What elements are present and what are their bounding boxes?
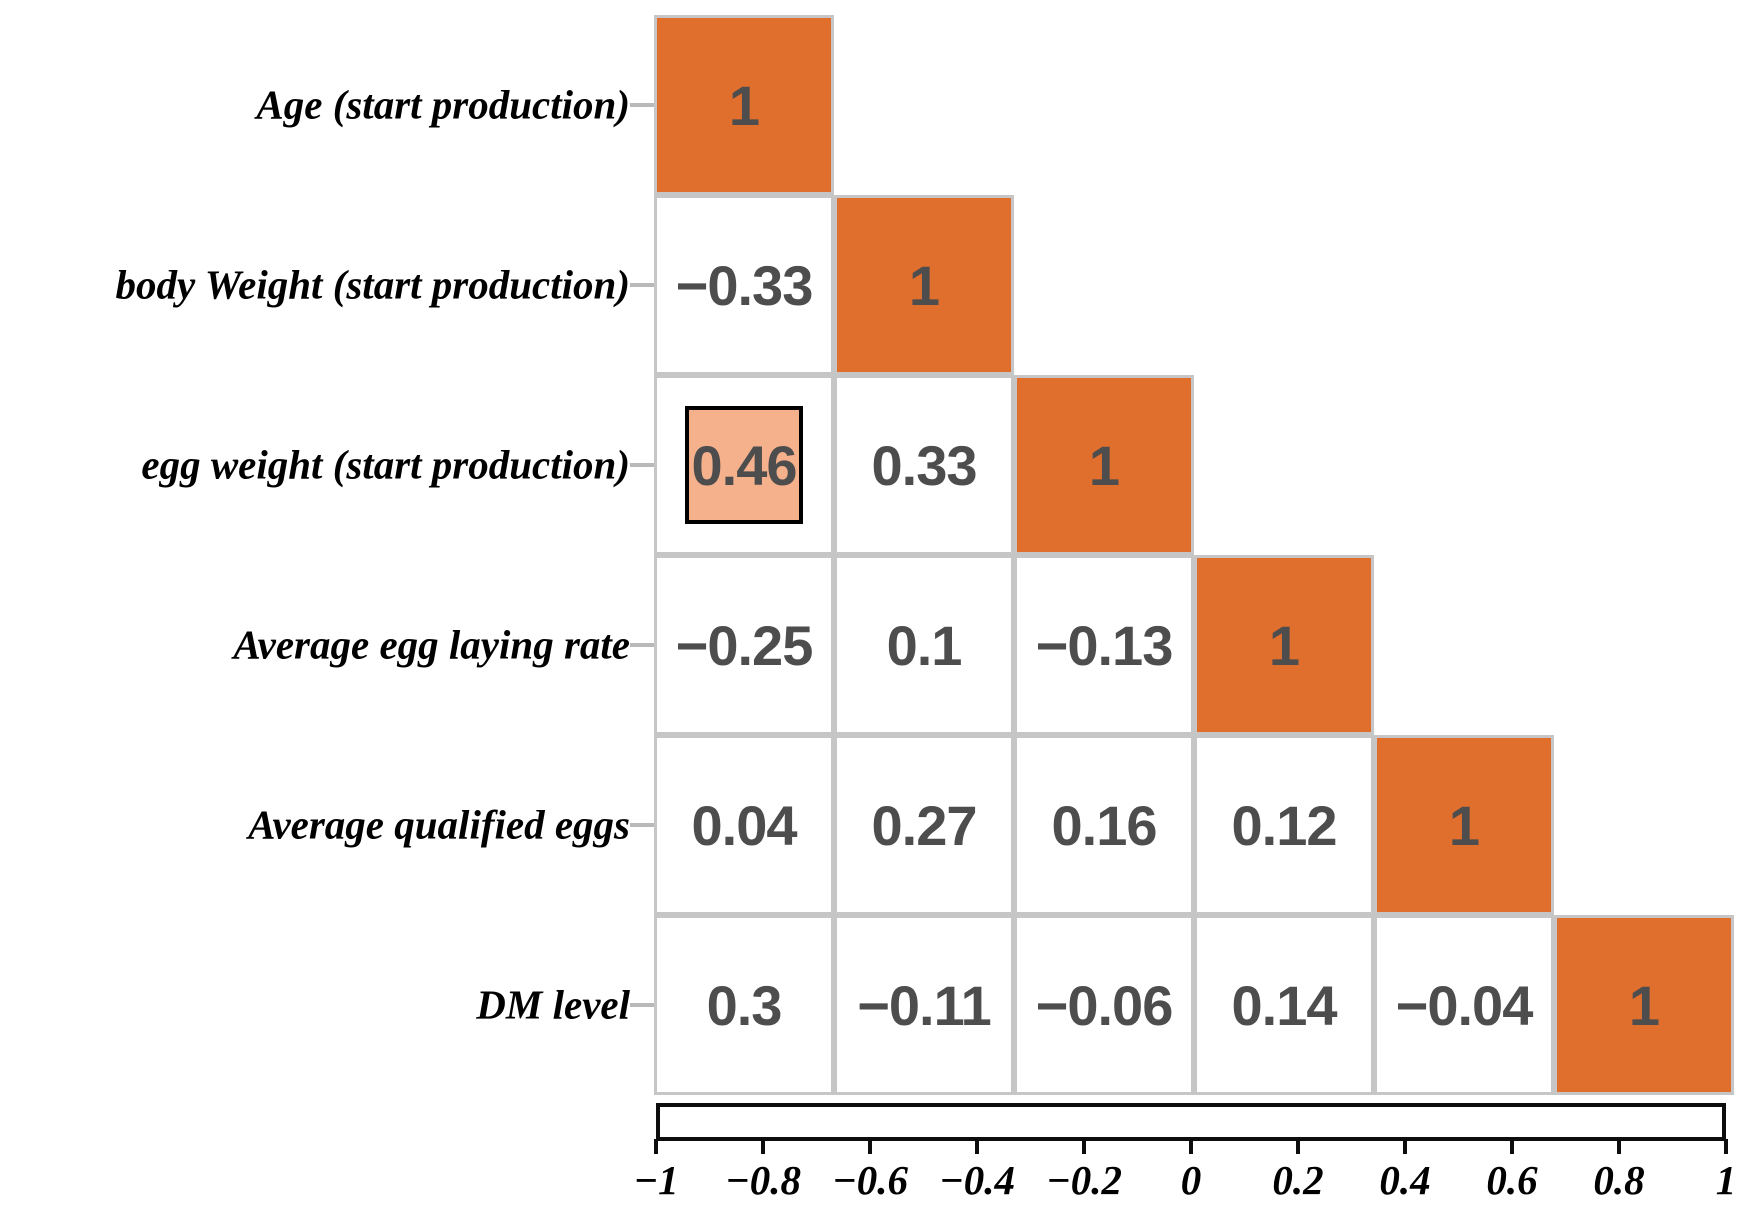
cell-value: −0.11	[857, 973, 992, 1037]
matrix-cell: 0.16	[1014, 735, 1194, 915]
cell-value: −0.33	[675, 253, 814, 317]
cell-value: 0.12	[1231, 793, 1338, 857]
cell-value: 0.16	[1051, 793, 1158, 857]
cell-value: −0.13	[1035, 613, 1174, 677]
cell-value: 1	[908, 253, 940, 317]
colorbar-tick	[1510, 1139, 1514, 1154]
cell-value: 1	[1268, 613, 1300, 677]
cell-value: 1	[1628, 973, 1660, 1037]
row-axis-tick	[630, 643, 654, 647]
cell-value: 0.04	[691, 793, 798, 857]
cell-value: 1	[1088, 433, 1120, 497]
matrix-cell: 0.04	[654, 735, 834, 915]
matrix-cell: 0.33	[834, 375, 1014, 555]
row-axis-tick	[630, 463, 654, 467]
matrix-cell: 0.27	[834, 735, 1014, 915]
row-label-2: egg weight (start production)	[141, 441, 630, 488]
colorbar-tick	[1189, 1139, 1193, 1154]
row-label-4: Average qualified eggs	[248, 801, 630, 848]
colorbar-tick-label: −1	[633, 1157, 679, 1203]
row-label-1: body Weight (start production)	[115, 261, 630, 308]
colorbar-tick-label: −0.2	[1045, 1157, 1123, 1203]
highlighted-cell-box	[685, 406, 803, 524]
colorbar-tick	[868, 1139, 872, 1154]
cell-value: −0.04	[1395, 973, 1534, 1037]
matrix-cell-diagonal: 1	[1194, 555, 1374, 735]
matrix-cell: −0.06	[1014, 915, 1194, 1095]
row-axis-tick	[630, 1003, 654, 1007]
matrix-cell: −0.13	[1014, 555, 1194, 735]
colorbar-tick	[1296, 1139, 1300, 1154]
cell-value: 0.33	[871, 433, 978, 497]
cell-value: 0.1	[886, 613, 963, 677]
matrix-cell-diagonal: 1	[1014, 375, 1194, 555]
colorbar-tick-label: 0.8	[1593, 1157, 1645, 1203]
row-label-5: DM level	[476, 981, 630, 1028]
cell-value: −0.06	[1035, 973, 1174, 1037]
cell-value: 0.14	[1231, 973, 1338, 1037]
matrix-cell-diagonal: 1	[1374, 735, 1554, 915]
matrix-cell: −0.04	[1374, 915, 1554, 1095]
matrix-cell: −0.25	[654, 555, 834, 735]
colorbar-tick-label: −0.4	[938, 1157, 1016, 1203]
matrix-cell-diagonal: 1	[1554, 915, 1734, 1095]
row-axis-tick	[630, 283, 654, 287]
colorbar-tick-label: 0	[1180, 1157, 1202, 1203]
colorbar-tick-label: −0.8	[724, 1157, 802, 1203]
colorbar-tick	[761, 1139, 765, 1154]
matrix-cell: −0.33	[654, 195, 834, 375]
matrix-cell: 0.3	[654, 915, 834, 1095]
colorbar-tick-label: 0.6	[1486, 1157, 1538, 1203]
row-axis-tick	[630, 103, 654, 107]
matrix-cell-diagonal: 1	[834, 195, 1014, 375]
cell-value: 1	[728, 73, 760, 137]
colorbar-tick-label: 0.2	[1272, 1157, 1324, 1203]
colorbar-tick-label: 1	[1715, 1157, 1737, 1203]
colorbar-tick	[975, 1139, 979, 1154]
cell-value: 1	[1448, 793, 1480, 857]
colorbar-tick	[654, 1139, 658, 1154]
colorbar-tick	[1617, 1139, 1621, 1154]
cell-value: 0.3	[706, 973, 783, 1037]
cell-value: 0.46	[691, 433, 798, 497]
row-label-0: Age (start production)	[256, 81, 630, 128]
row-label-3: Average egg laying rate	[233, 621, 630, 668]
cell-value: 0.27	[871, 793, 978, 857]
colorbar-tick	[1403, 1139, 1407, 1154]
colorbar-gradient	[656, 1103, 1726, 1141]
matrix-cell: 0.1	[834, 555, 1014, 735]
matrix-cell-diagonal: 1	[654, 15, 834, 195]
matrix-cell: 0.46	[654, 375, 834, 555]
row-axis-tick	[630, 823, 654, 827]
matrix-cell: −0.11	[834, 915, 1014, 1095]
matrix-cell: 0.14	[1194, 915, 1374, 1095]
colorbar-tick	[1724, 1139, 1728, 1154]
colorbar-tick-label: −0.6	[831, 1157, 909, 1203]
colorbar-tick-label: 0.4	[1379, 1157, 1431, 1203]
cell-value: −0.25	[675, 613, 814, 677]
colorbar-tick	[1082, 1139, 1086, 1154]
matrix-cell: 0.12	[1194, 735, 1374, 915]
